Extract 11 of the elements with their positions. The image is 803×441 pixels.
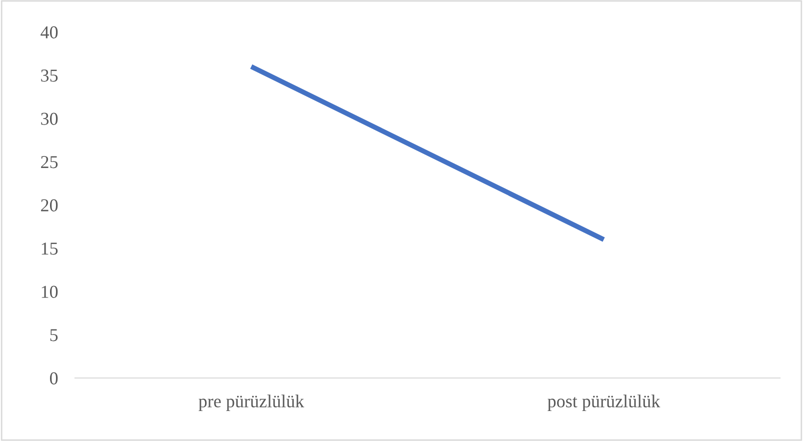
y-tick-label: 35 <box>41 70 58 82</box>
y-tick-label: 30 <box>41 112 58 125</box>
y-tick-label: 10 <box>42 286 58 298</box>
y-tick-label: 20 <box>41 199 58 212</box>
y-tick-label: 40 <box>40 26 58 38</box>
y-tick-label: 0 <box>50 372 58 384</box>
x-tick-label: pre pürüzlülük <box>198 394 304 412</box>
y-tick-label: 25 <box>41 156 58 168</box>
x-tick-label: post pürüzlülük <box>548 394 660 412</box>
y-tick-label: 15 <box>42 242 58 255</box>
y-tick-label: 5 <box>50 329 58 342</box>
